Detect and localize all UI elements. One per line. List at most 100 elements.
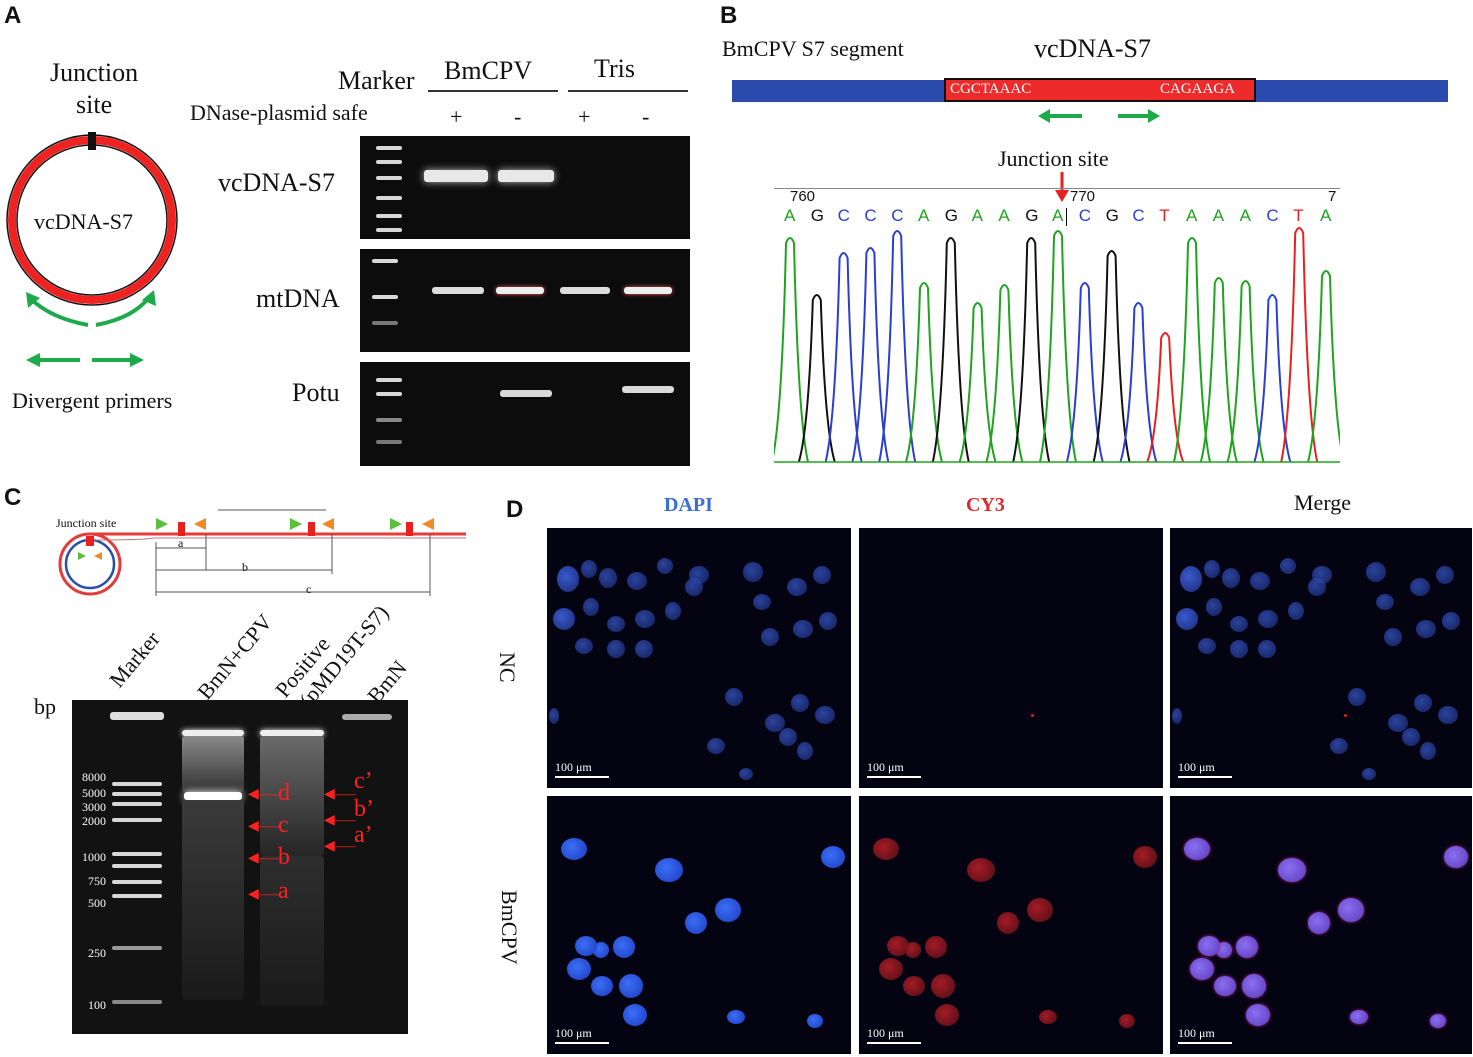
cell-nucleus (1348, 688, 1366, 706)
cell-nucleus (613, 936, 635, 958)
cell-nucleus (931, 974, 955, 998)
band-label-c-prime: c’ (354, 768, 373, 794)
cell-nucleus (813, 566, 831, 584)
chromatogram-peak (905, 282, 943, 463)
scale-nc-dapi: 100 μm (555, 760, 592, 774)
bp-250: 250 (88, 946, 106, 960)
treatment-label: DNase-plasmid safe (190, 100, 368, 125)
cell-nucleus (879, 958, 903, 980)
cell-nucleus (1216, 942, 1232, 958)
cell-nucleus (1414, 694, 1432, 712)
bp-5000: 5000 (82, 786, 106, 800)
chromatogram-peak (1146, 332, 1185, 463)
cell-nucleus (1416, 620, 1436, 638)
chromatogram-peak (1226, 280, 1265, 463)
cell-nucleus (1402, 728, 1420, 746)
cell-nucleus (581, 560, 597, 578)
row-label-bmcpv: BmCPV (497, 890, 522, 965)
cell-nucleus (575, 936, 597, 956)
cell-nucleus (1436, 566, 1454, 584)
cell-nucleus (1198, 936, 1220, 956)
vcdna-circle-diagram (6, 132, 178, 367)
base-call: A (1052, 206, 1064, 225)
image-bmcpv-dapi: 100 μm (547, 796, 851, 1054)
pos-770: 770 (1070, 188, 1096, 205)
lane-label-bmn-cpv: BmN+CPV (192, 609, 278, 705)
cell-nucleus (685, 912, 707, 934)
sign-3: + (578, 104, 591, 129)
chromatogram-topline (774, 188, 1340, 189)
marker-label: Marker (338, 66, 415, 95)
image-nc-merge: 100 μm (1170, 528, 1472, 788)
c-junction-label: Junction site (56, 516, 117, 530)
junction-arrow-icon (1055, 172, 1069, 202)
bp-8000: 8000 (82, 770, 106, 784)
scale-nc-cy3: 100 μm (867, 760, 904, 774)
cell-nucleus (583, 598, 599, 616)
cell-nucleus (925, 936, 947, 958)
row-label-mtdna: mtDNA (256, 284, 340, 313)
band-label-a: a (278, 878, 289, 904)
bp-2000: 2000 (82, 814, 106, 828)
seq-right: CAGAAGA (1160, 81, 1235, 97)
cell-nucleus (887, 936, 909, 956)
cell-nucleus (1246, 1004, 1270, 1026)
base-call: A (918, 206, 930, 225)
cell-nucleus (727, 1010, 745, 1024)
rolling-circle-diagram (58, 509, 466, 596)
chromatogram-peak (878, 230, 917, 463)
bp-label: bp (34, 694, 56, 719)
cell-nucleus (657, 558, 673, 574)
junction-label-line1: Junction (50, 58, 139, 87)
base-call: C (1266, 206, 1279, 225)
base-call: A (1186, 206, 1198, 225)
seg-c-label: c (306, 582, 312, 596)
cell-nucleus (1288, 602, 1304, 620)
panel-label-d: D (506, 496, 524, 523)
col-label-merge: Merge (1294, 490, 1352, 515)
cell-nucleus (707, 738, 725, 754)
cell-nucleus (1230, 616, 1248, 632)
cell-nucleus (1230, 640, 1248, 658)
junction-marker (88, 132, 96, 150)
cell-nucleus (1438, 706, 1458, 724)
cell-nucleus (593, 942, 609, 958)
cell-nucleus (619, 974, 643, 998)
image-nc-cy3: 100 μm (859, 528, 1163, 788)
cell-nucleus (1430, 1014, 1446, 1028)
cell-nucleus (549, 708, 559, 724)
chromatogram-peak (1173, 237, 1211, 463)
cell-nucleus (655, 858, 683, 882)
cell-nucleus (725, 688, 743, 706)
lane-label-marker: Marker (104, 626, 165, 693)
cell-nucleus (567, 958, 591, 980)
base-call: C (864, 206, 877, 225)
base-call: G (944, 206, 959, 225)
cell-nucleus (739, 768, 753, 780)
cell-nucleus (1330, 738, 1348, 754)
col-label-dapi: DAPI (664, 494, 713, 516)
cell-nucleus (715, 898, 741, 922)
cell-nucleus (797, 742, 813, 760)
cell-nucleus (779, 728, 797, 746)
bp-1000: 1000 (82, 850, 106, 864)
cell-nucleus (591, 976, 613, 996)
pos-760: 760 (790, 188, 816, 205)
seg-a-label: a (178, 536, 184, 550)
cell-nucleus (743, 562, 763, 582)
cell-nucleus (561, 838, 587, 860)
image-bmcpv-cy3: 100 μm (859, 796, 1163, 1054)
junction-site-label: Junction site (998, 146, 1109, 171)
cell-nucleus (665, 602, 681, 620)
base-call: C (1078, 206, 1092, 225)
chromatogram-peak (1012, 237, 1051, 463)
gel-vcdna-s7 (360, 136, 690, 239)
cell-nucleus (1242, 974, 1266, 998)
cell-nucleus (1410, 578, 1430, 596)
cell-nucleus (1222, 568, 1240, 588)
cell-nucleus (689, 566, 709, 584)
base-call: C (837, 206, 850, 225)
cell-nucleus (1180, 566, 1202, 592)
bp-3000: 3000 (82, 800, 106, 814)
cell-nucleus (1250, 572, 1270, 590)
